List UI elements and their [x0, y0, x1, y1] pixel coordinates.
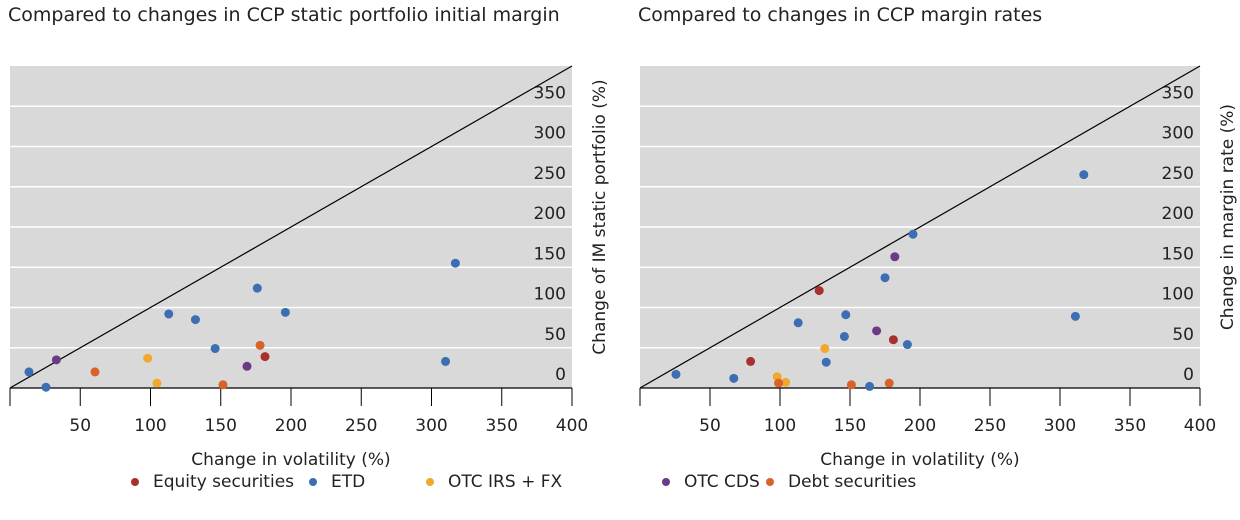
- legend-marker: [766, 478, 774, 486]
- point: [1070, 311, 1080, 321]
- point: [884, 378, 894, 388]
- point: [143, 353, 153, 363]
- x-tick-label: 400: [556, 416, 588, 436]
- point: [41, 382, 51, 392]
- diagonal: [9, 65, 573, 389]
- x-tick-label: 150: [834, 416, 866, 436]
- point: [260, 352, 270, 362]
- point: [908, 229, 918, 239]
- x-tick-label: 300: [1044, 416, 1076, 436]
- x-tick-label: 50: [699, 416, 721, 436]
- point: [252, 283, 262, 293]
- x-tick-label: 150: [205, 416, 237, 436]
- point: [24, 367, 34, 377]
- y-axis-label: Change of IM static portfolio (%): [590, 79, 610, 354]
- legend-marker: [662, 478, 670, 486]
- point: [890, 252, 900, 262]
- y-tick-label: 150: [534, 244, 566, 264]
- y-tick-label: 100: [534, 285, 566, 305]
- point: [671, 369, 681, 379]
- y-tick-label: 200: [534, 204, 566, 224]
- point: [242, 361, 252, 371]
- point: [839, 331, 849, 341]
- x-tick-label: 250: [974, 416, 1006, 436]
- point: [774, 378, 784, 388]
- y-tick-label: 150: [1162, 244, 1194, 264]
- y-axis-label: Change in margin rate (%): [1218, 104, 1238, 330]
- y-tick-label: 100: [1162, 285, 1194, 305]
- point: [888, 335, 898, 345]
- point: [90, 367, 100, 377]
- chart-title: Compared to changes in CCP static portfo…: [8, 4, 560, 26]
- point: [781, 377, 791, 387]
- legend-label: OTC IRS + FX: [448, 472, 562, 492]
- point: [210, 344, 220, 354]
- legend-marker: [131, 478, 139, 486]
- y-tick-label: 350: [534, 83, 566, 103]
- legend-label: Debt securities: [788, 472, 916, 492]
- y-tick-label: 50: [544, 325, 566, 345]
- point: [814, 286, 824, 296]
- point: [441, 356, 451, 366]
- point: [865, 381, 875, 391]
- y-tick-label: 250: [534, 164, 566, 184]
- point: [190, 315, 200, 325]
- point: [902, 340, 912, 350]
- point: [255, 340, 265, 350]
- x-tick-label: 250: [345, 416, 377, 436]
- x-tick-label: 100: [134, 416, 166, 436]
- point: [746, 356, 756, 366]
- y-tick-label: 0: [555, 365, 566, 385]
- point: [164, 309, 174, 319]
- y-tick-label: 50: [1172, 325, 1194, 345]
- point: [729, 373, 739, 383]
- x-tick-label: 200: [275, 416, 307, 436]
- legend-label: Equity securities: [153, 472, 294, 492]
- point: [793, 318, 803, 328]
- legend-marker: [309, 478, 317, 486]
- x-tick-label: 300: [415, 416, 447, 436]
- point: [1079, 170, 1089, 180]
- legend-label: OTC CDS: [684, 472, 760, 492]
- point: [152, 378, 162, 388]
- point: [821, 357, 831, 367]
- x-tick-label: 100: [764, 416, 796, 436]
- x-axis-label: Change in volatility (%): [820, 450, 1019, 470]
- y-tick-label: 350: [1162, 83, 1194, 103]
- point: [841, 310, 851, 320]
- point: [51, 355, 61, 365]
- x-tick-label: 200: [904, 416, 936, 436]
- x-tick-label: 350: [486, 416, 518, 436]
- point: [218, 380, 228, 390]
- x-tick-label: 50: [69, 416, 91, 436]
- chart-title: Compared to changes in CCP margin rates: [638, 4, 1043, 26]
- y-tick-label: 250: [1162, 164, 1194, 184]
- point: [280, 307, 290, 317]
- x-tick-label: 400: [1184, 416, 1216, 436]
- legend-marker: [426, 478, 434, 486]
- diagonal: [639, 65, 1201, 389]
- legend-label: ETD: [331, 472, 365, 492]
- point: [820, 344, 830, 354]
- y-tick-label: 0: [1183, 365, 1194, 385]
- point: [450, 258, 460, 268]
- point: [880, 273, 890, 283]
- point: [872, 326, 882, 336]
- y-tick-label: 300: [534, 124, 566, 144]
- x-axis-label: Change in volatility (%): [191, 450, 390, 470]
- y-tick-label: 200: [1162, 204, 1194, 224]
- y-tick-label: 300: [1162, 124, 1194, 144]
- point: [846, 380, 856, 390]
- x-tick-label: 350: [1114, 416, 1146, 436]
